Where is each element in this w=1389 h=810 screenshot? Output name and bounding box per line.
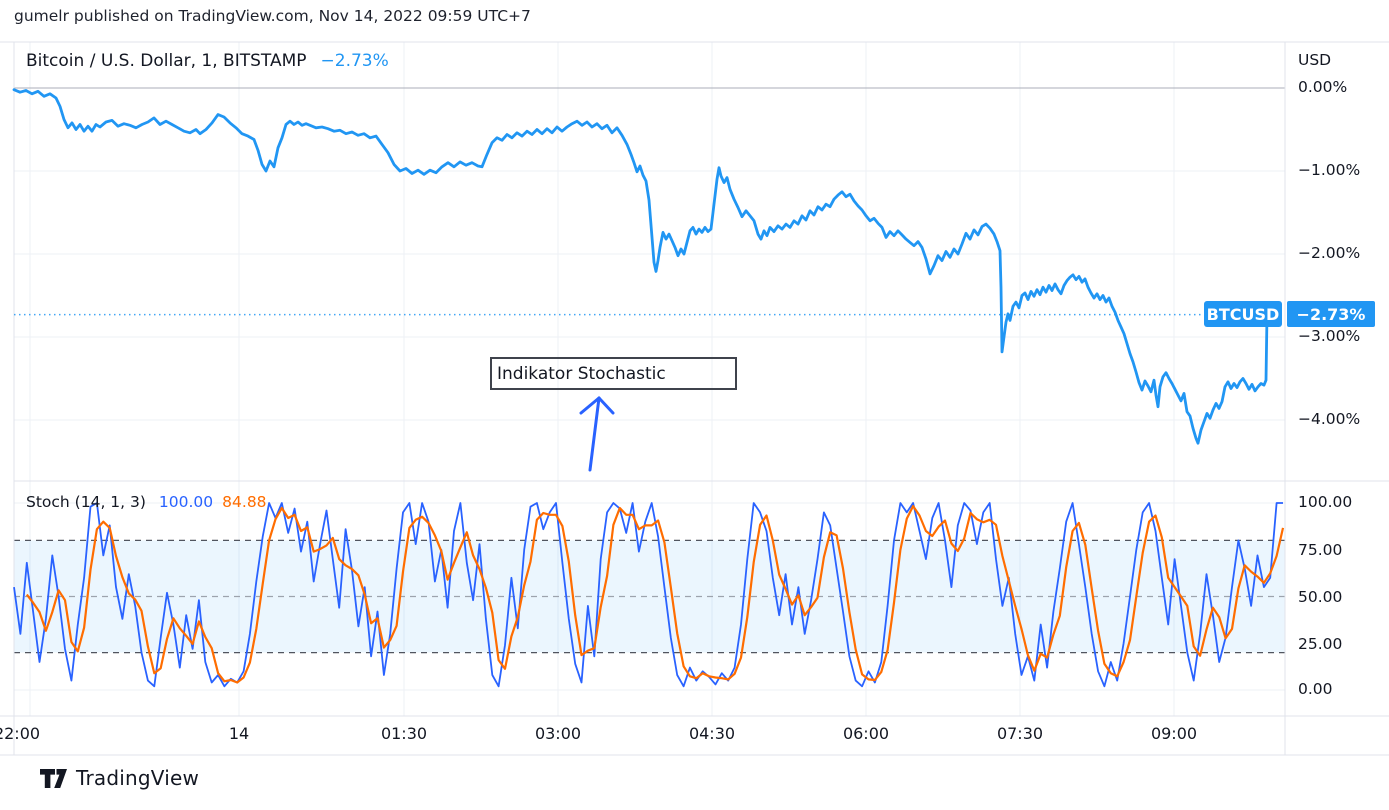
main-chart-legend[interactable]: Bitcoin / U.S. Dollar, 1, BITSTAMP −2.73%: [26, 51, 389, 71]
chart-frame-borders: [0, 41, 1389, 756]
time-axis-label: 07:30: [996, 724, 1044, 743]
symbol-badge-text: BTCUSD: [1206, 304, 1280, 324]
tradingview-logo-text: TradingView: [76, 766, 200, 790]
stoch-k-value: 100.00: [158, 493, 214, 511]
symbol-change-value: −2.73%: [320, 51, 389, 71]
stoch-axis-tick: 50.00: [1298, 588, 1343, 606]
annotation-arrow[interactable]: [579, 396, 615, 472]
stoch-band-lines: [14, 539, 1285, 654]
stoch-axis-tick: 100.00: [1298, 493, 1353, 511]
time-axis-label: 06:00: [842, 724, 890, 743]
price-axis-tick: −2.00%: [1298, 244, 1361, 262]
stoch-indicator-title[interactable]: Stoch (14, 1, 3): [26, 493, 146, 511]
stoch-d-value: 84.88: [222, 493, 267, 511]
stoch-axis-tick: 0.00: [1298, 680, 1333, 698]
price-axis-tick: −4.00%: [1298, 410, 1361, 428]
time-axis-label: 14: [228, 724, 250, 743]
publish-header-text: gumelr published on TradingView.com, Nov…: [14, 7, 531, 25]
price-axis-tick: −3.00%: [1298, 327, 1361, 345]
price-axis-tick: −1.00%: [1298, 161, 1361, 179]
annotation-text: Indikator Stochastic: [497, 363, 666, 384]
current-price-label: −2.73%: [1287, 301, 1375, 327]
price-axis-tick: 0.00%: [1298, 78, 1348, 96]
symbol-badge: BTCUSD: [1204, 301, 1282, 327]
stoch-d-line[interactable]: [25, 505, 1285, 684]
time-axis-label: 22:00: [0, 724, 41, 743]
time-axis-label: 04:30: [688, 724, 736, 743]
current-price-text: −2.73%: [1296, 304, 1366, 324]
publish-header: gumelr published on TradingView.com, Nov…: [14, 7, 531, 25]
gridlines: [14, 42, 1285, 716]
time-axis-label: 03:00: [534, 724, 582, 743]
stoch-axis-tick: 25.00: [1298, 635, 1343, 653]
stoch-k-line[interactable]: [13, 502, 1283, 688]
annotation-text-box[interactable]: Indikator Stochastic: [490, 357, 737, 390]
symbol-title[interactable]: Bitcoin / U.S. Dollar, 1, BITSTAMP: [26, 51, 307, 71]
tradingview-logo-icon: [40, 768, 67, 788]
time-axis-label: 09:00: [1150, 724, 1198, 743]
price-axis-unit: USD: [1298, 51, 1332, 69]
price-line-series[interactable]: [12, 88, 1269, 445]
stoch-axis-tick: 75.00: [1298, 541, 1343, 559]
stoch-legend[interactable]: Stoch (14, 1, 3) 100.00 84.88: [26, 493, 267, 511]
time-axis-label: 01:30: [380, 724, 428, 743]
tradingview-logo-link[interactable]: TradingView: [40, 766, 199, 790]
